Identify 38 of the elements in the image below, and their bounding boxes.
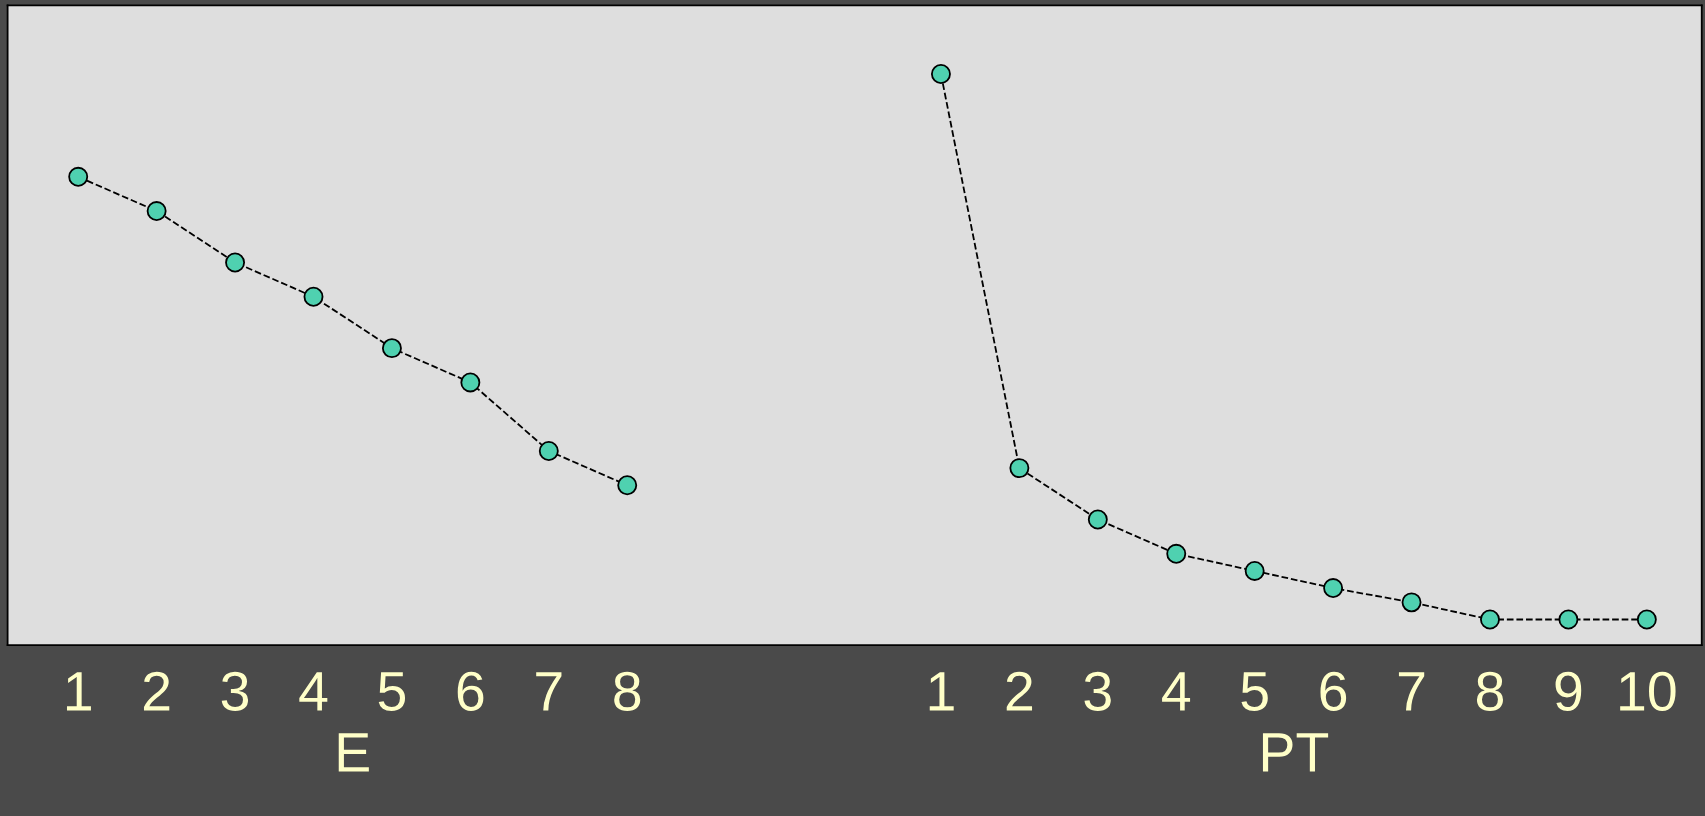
x-tick-label: 5 [1241,672,1268,711]
x-tick-label: 7 [536,672,562,711]
x-tick-label: 5 [378,672,406,711]
x-tick-label: 6 [457,671,484,711]
point [1087,509,1108,530]
point [303,286,324,307]
x-tick-label: 10 [1620,671,1676,711]
point [1244,560,1265,581]
x-tick-label: 9 [1555,671,1582,711]
point [1558,609,1579,630]
x-tick-label: 4 [1162,672,1191,711]
text: PT [1262,733,1329,772]
x-tick-label: 3 [1084,671,1111,711]
point [617,475,638,496]
x-tick-label: 8 [1476,671,1504,711]
x-tick-label: 1 [66,672,91,711]
x-tick-label: 6 [1320,671,1347,711]
point [68,166,89,187]
point [1636,609,1657,630]
x-tick-label: 1 [929,672,954,711]
point [225,252,246,273]
x-tick-label: 3 [221,671,249,711]
x-tick-label: 4 [299,672,328,711]
point [1480,609,1500,630]
point [146,201,167,222]
x-tick-label: 2 [143,671,170,711]
point [460,372,481,393]
point [381,338,402,359]
x-tick-label: 7 [1398,672,1425,711]
x-tick-label: 2 [1006,671,1033,711]
text: E [338,733,369,772]
point [1323,578,1344,599]
point [1009,458,1030,479]
point [1401,592,1422,613]
point [538,441,559,461]
point [1166,543,1187,564]
point [930,64,951,84]
x-tick-label: 8 [614,671,641,711]
